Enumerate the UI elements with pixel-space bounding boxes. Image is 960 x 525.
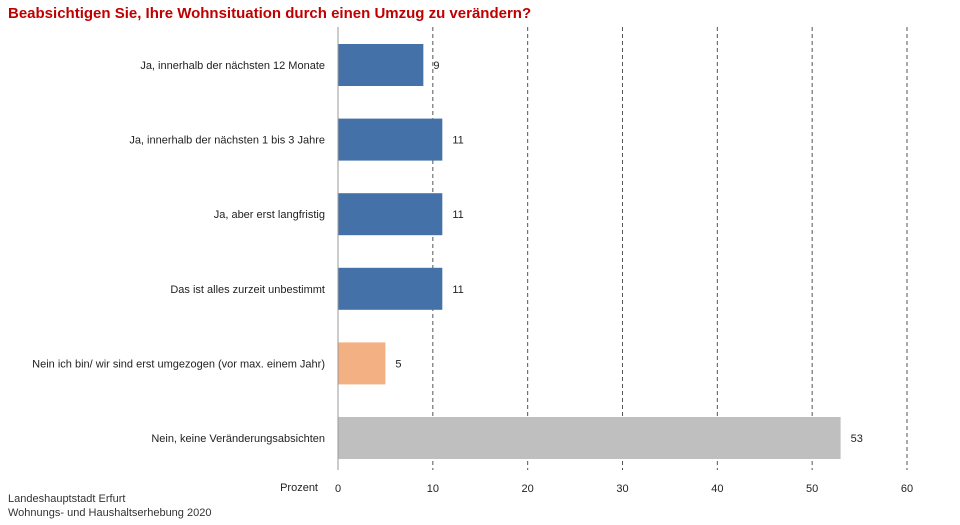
x-tick-labels: 0 10 20 30 40 50 60 xyxy=(335,483,913,495)
category-labels: Ja, innerhalb der nächsten 12 Monate Ja, … xyxy=(32,60,325,445)
x-tick-0: 0 xyxy=(335,483,341,495)
value-labels: 9 11 11 11 5 53 xyxy=(395,60,862,445)
value-label-1: 9 xyxy=(433,60,439,72)
chart-title: Beabsichtigen Sie, Ihre Wohnsituation du… xyxy=(8,5,532,22)
x-tick-10: 10 xyxy=(427,483,439,495)
source-note: Landeshauptstadt Erfurt Wohnungs- und Ha… xyxy=(8,492,211,520)
category-label-6: Nein, keine Veränderungsabsichten xyxy=(151,433,325,445)
bar-2 xyxy=(338,118,443,161)
value-label-4: 11 xyxy=(452,284,463,296)
bar-3 xyxy=(338,193,443,236)
bar-1 xyxy=(338,44,424,86)
value-label-3: 11 xyxy=(452,209,463,221)
category-label-5: Nein ich bin/ wir sind erst umgezogen (v… xyxy=(32,358,325,370)
x-tick-60: 60 xyxy=(901,483,913,495)
category-label-1: Ja, innerhalb der nächsten 12 Monate xyxy=(140,60,325,72)
bar-6 xyxy=(338,417,841,459)
x-axis-label: Prozent xyxy=(280,482,318,494)
category-label-2: Ja, innerhalb der nächsten 1 bis 3 Jahre xyxy=(129,135,325,147)
bar-5 xyxy=(338,342,386,385)
source-line-1: Landeshauptstadt Erfurt xyxy=(8,493,126,505)
value-label-6: 53 xyxy=(851,433,863,445)
category-label-4: Das ist alles zurzeit unbestimmt xyxy=(170,284,325,296)
category-label-3: Ja, aber erst langfristig xyxy=(214,209,325,221)
bars xyxy=(338,44,841,459)
x-tick-30: 30 xyxy=(616,483,628,495)
grid-lines xyxy=(432,27,908,470)
source-line-2: Wohnungs- und Haushaltserhebung 2020 xyxy=(8,507,212,519)
x-tick-40: 40 xyxy=(711,483,723,495)
x-tick-50: 50 xyxy=(806,483,818,495)
x-tick-20: 20 xyxy=(522,483,534,495)
value-label-5: 5 xyxy=(395,358,401,370)
bar-4 xyxy=(338,267,443,310)
value-label-2: 11 xyxy=(452,135,463,147)
